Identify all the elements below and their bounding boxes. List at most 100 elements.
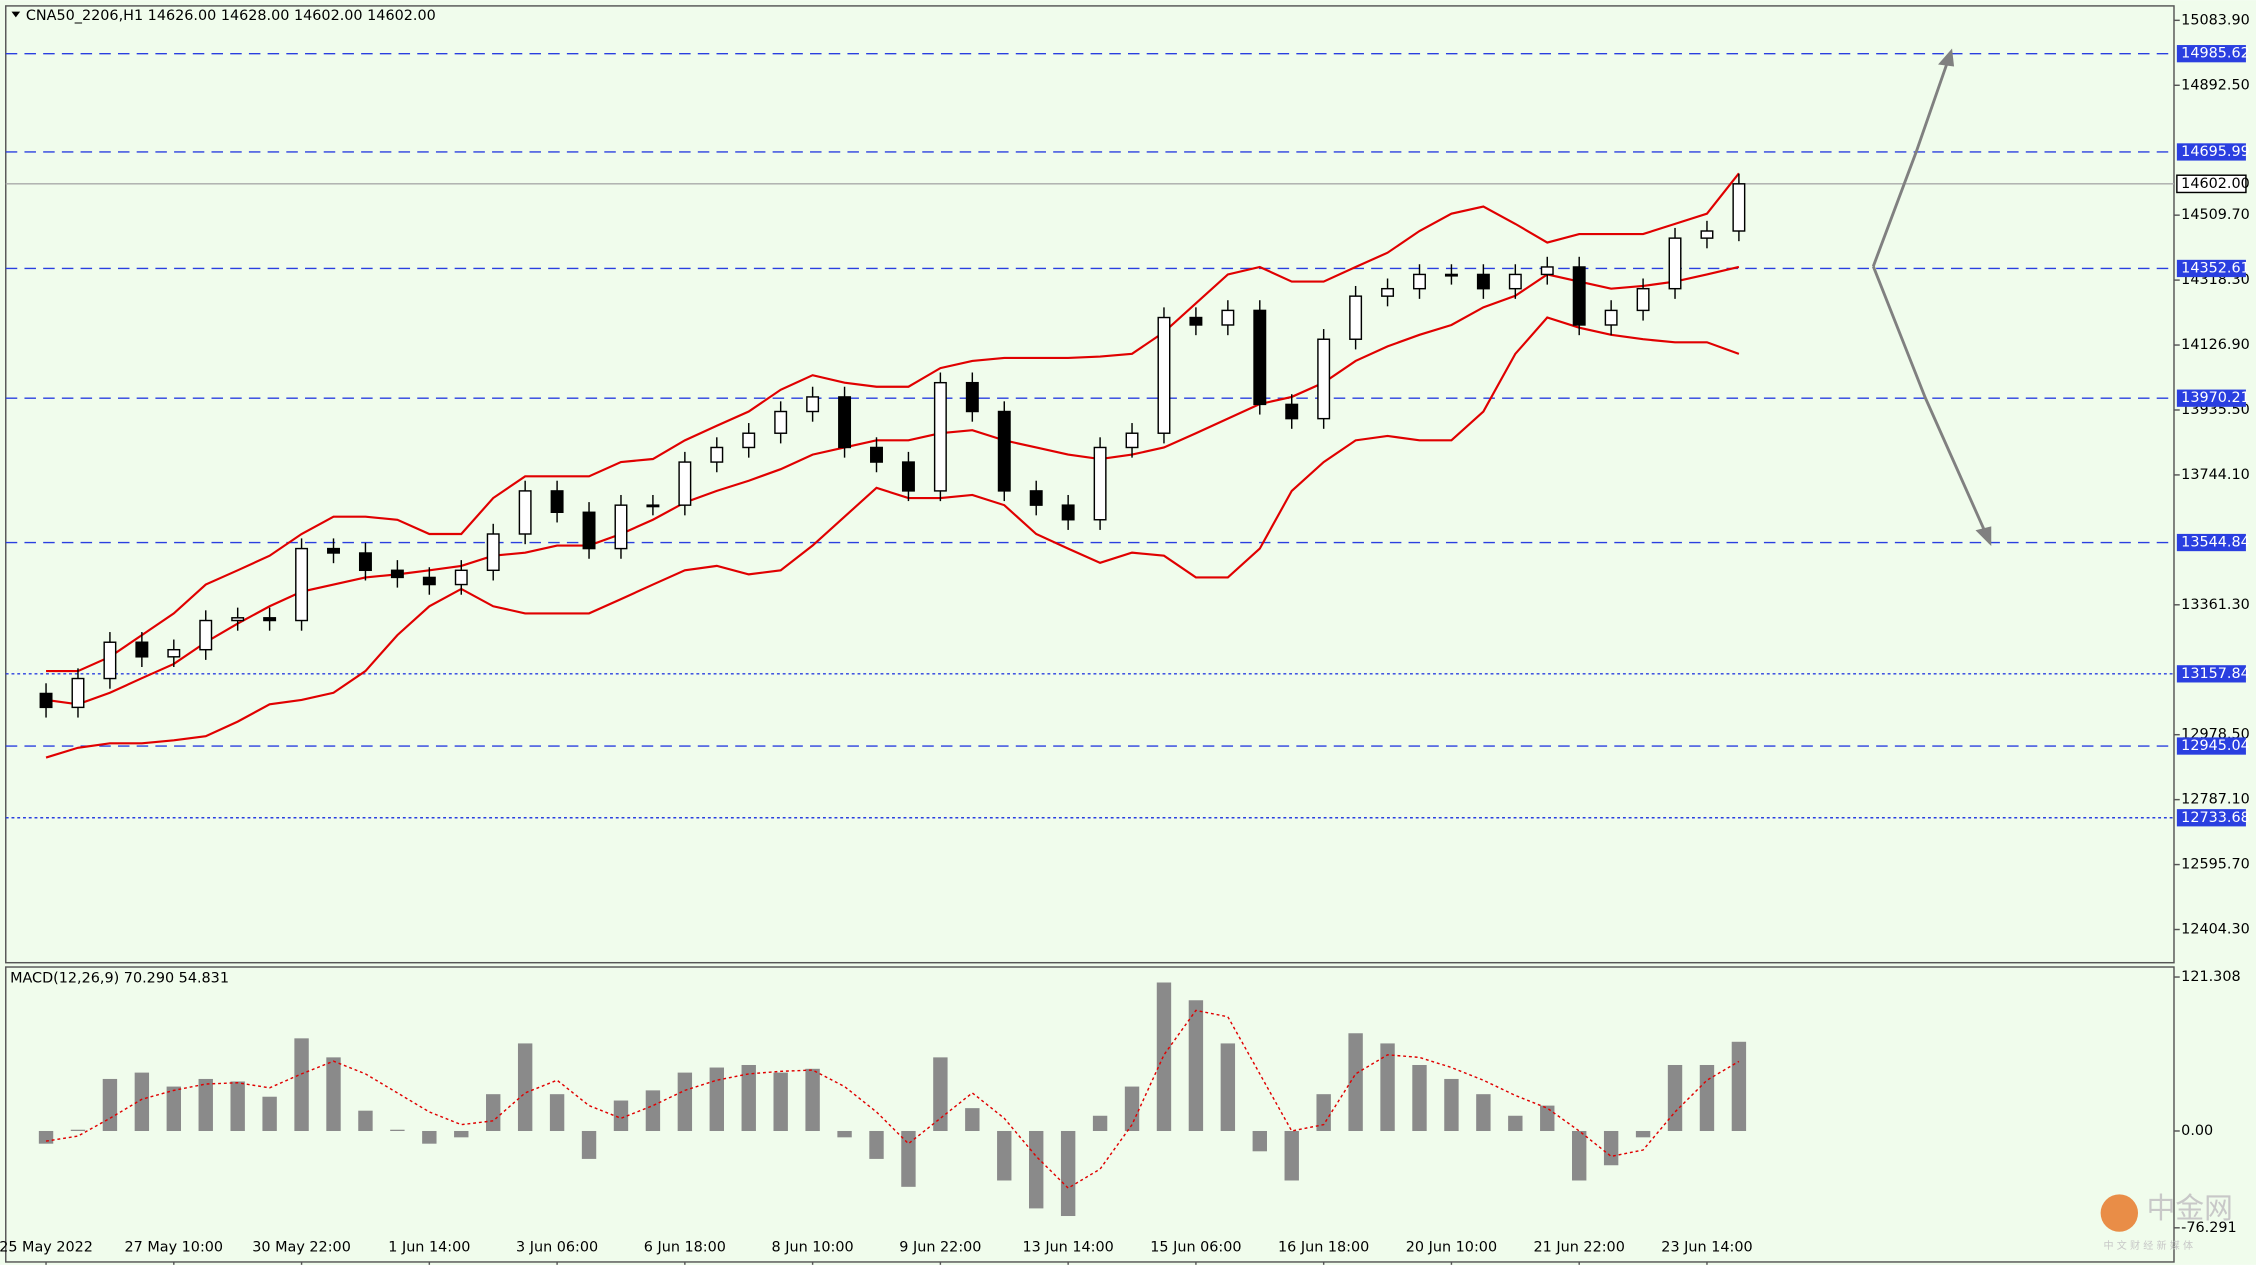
- candle-body: [103, 641, 117, 680]
- watermark: 中金网: [2147, 1191, 2233, 1225]
- candle-body: [1029, 490, 1043, 506]
- watermark-sub: 中 文 财 经 新 媒 体: [2103, 1239, 2193, 1252]
- x-tick-label: 30 May 22:00: [252, 1240, 351, 1256]
- candle-body: [1189, 316, 1203, 326]
- candle-body: [1157, 316, 1171, 434]
- x-tick-label: 13 Jun 14:00: [1022, 1240, 1113, 1256]
- macd-bar: [230, 1081, 245, 1131]
- y-tick-label: 13744.10: [2181, 467, 2250, 483]
- macd-bar: [1029, 1130, 1044, 1209]
- macd-bar: [1635, 1130, 1651, 1138]
- macd-bar: [869, 1130, 884, 1159]
- candle-body: [486, 533, 500, 572]
- x-tick-label: 23 Jun 14:00: [1661, 1240, 1752, 1256]
- x-tick-label: 21 Jun 22:00: [1534, 1240, 1625, 1256]
- candle-body: [327, 547, 340, 554]
- last-price-bg: [2176, 174, 2247, 194]
- candle-body: [1093, 446, 1107, 521]
- candle-body: [358, 552, 372, 572]
- level-label-bg: [2176, 143, 2246, 161]
- macd-bar: [134, 1072, 150, 1131]
- macd-bar: [102, 1078, 118, 1131]
- level-label-bg: [2176, 533, 2246, 552]
- candle-body: [167, 648, 181, 658]
- macd-bar: [997, 1130, 1012, 1181]
- candle-body: [1349, 295, 1363, 340]
- bollinger-upper: [46, 172, 1740, 673]
- candle-body: [231, 617, 245, 622]
- candle-body: [870, 446, 883, 463]
- macd-bar: [1060, 1130, 1076, 1217]
- level-label: 13157.84: [2181, 666, 2250, 682]
- candle-body: [71, 677, 85, 709]
- y-tick-label: 14126.90: [2181, 337, 2250, 353]
- y-tick-label: 12595.70: [2181, 857, 2250, 873]
- candle-body: [1540, 266, 1554, 276]
- x-tick-label: 27 May 10:00: [125, 1240, 224, 1256]
- macd-bar: [262, 1096, 277, 1131]
- bollinger-middle: [45, 265, 1740, 706]
- macd-bar: [1380, 1043, 1395, 1131]
- candle-body: [933, 381, 947, 492]
- level-label: 12733.68: [2181, 810, 2250, 826]
- macd-bar: [901, 1130, 916, 1187]
- macd-bar: [613, 1100, 629, 1131]
- x-tick-label: 15 Jun 06:00: [1150, 1240, 1241, 1256]
- candle-body: [582, 511, 596, 550]
- macd-bar: [965, 1108, 980, 1131]
- macd-bar: [358, 1110, 373, 1131]
- macd-tick-label: -76.291: [2181, 1220, 2237, 1236]
- macd-bar: [1092, 1115, 1108, 1131]
- candle-body: [295, 547, 309, 622]
- level-label-bg: [2176, 389, 2246, 407]
- macd-bar: [1572, 1130, 1587, 1181]
- macd-signal: [45, 1009, 1740, 1190]
- macd-bar: [581, 1130, 597, 1159]
- y-tick-label: 12404.30: [2181, 922, 2250, 938]
- candle-body: [454, 569, 468, 586]
- macd-bar: [933, 1057, 948, 1131]
- macd-bar: [1667, 1064, 1683, 1131]
- macd-tick-label: 121.308: [2181, 969, 2240, 985]
- macd-bar: [1348, 1033, 1363, 1131]
- x-tick-label: 25 May 2022: [0, 1240, 93, 1256]
- macd-bar: [1412, 1064, 1427, 1131]
- y-tick-label: 14892.50: [2181, 77, 2250, 93]
- macd-bar: [1188, 1000, 1204, 1131]
- level-label: 12945.04: [2181, 738, 2250, 754]
- macd-bar: [773, 1072, 788, 1131]
- macd-bar: [1540, 1105, 1555, 1131]
- macd-bar: [1316, 1094, 1331, 1131]
- candle-body: [518, 490, 532, 535]
- candle-body: [1381, 287, 1395, 297]
- macd-bar: [1731, 1041, 1747, 1131]
- x-tick-label: 6 Jun 18:00: [644, 1240, 726, 1256]
- forecast-arrows: [1871, 48, 1992, 547]
- candle-body: [901, 461, 915, 492]
- macd-bar: [1444, 1078, 1459, 1131]
- candle-body: [550, 490, 564, 514]
- candle-body: [1572, 266, 1586, 326]
- macd-bar: [1603, 1130, 1619, 1166]
- candle-body: [1700, 230, 1714, 239]
- macd-bar: [422, 1130, 437, 1144]
- last-price-label: 14602.00: [2181, 176, 2250, 192]
- macd-bar: [645, 1090, 661, 1131]
- macd-bar: [1508, 1115, 1523, 1131]
- candle-body: [838, 396, 852, 449]
- macd-tick-label: 0.00: [2181, 1123, 2213, 1139]
- macd-label: MACD(12,26,9) 70.290 54.831: [10, 971, 229, 987]
- candle-body: [965, 381, 979, 413]
- macd-bar: [38, 1130, 54, 1144]
- candle-body: [710, 446, 724, 463]
- macd-bar: [709, 1067, 724, 1131]
- candle-body: [806, 396, 820, 413]
- level-label: 13544.84: [2181, 535, 2250, 551]
- arrow-up: [1871, 51, 1953, 267]
- price-panel: [5, 5, 2175, 964]
- candle-body: [1253, 309, 1267, 406]
- bollinger-lower: [45, 316, 1740, 759]
- level-label: 13970.21: [2181, 390, 2250, 406]
- candle-body: [39, 692, 53, 709]
- macd-bar: [741, 1064, 756, 1131]
